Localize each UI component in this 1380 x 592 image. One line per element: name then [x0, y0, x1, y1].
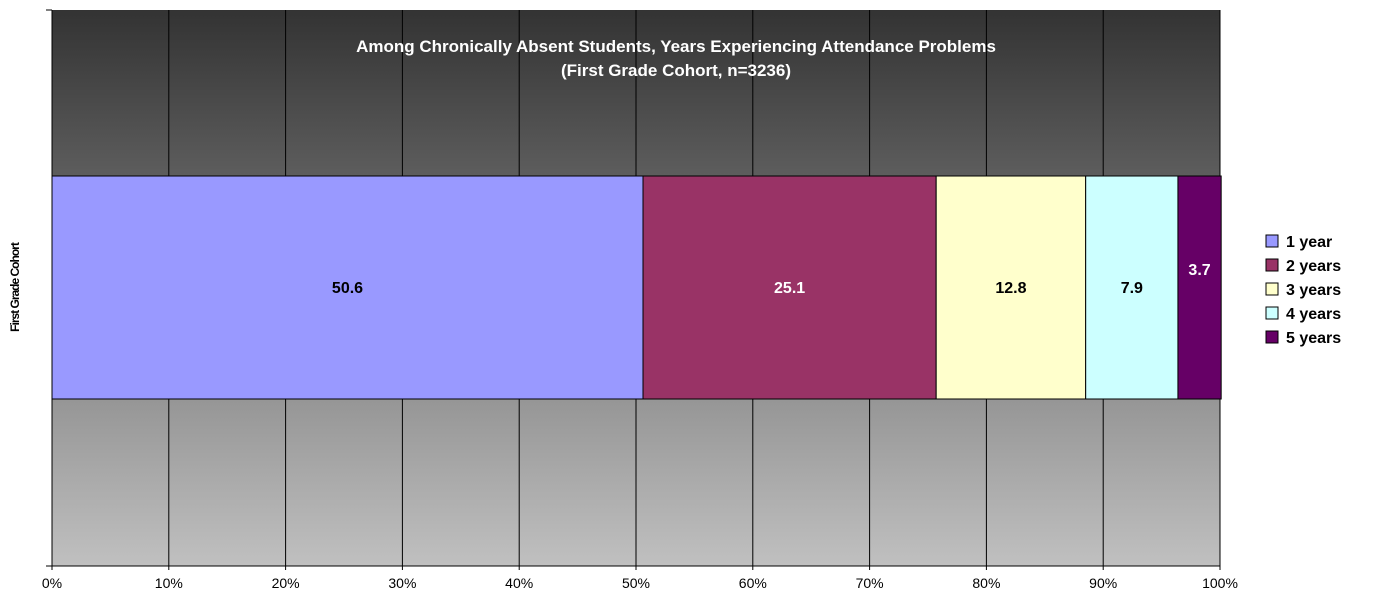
chart-title: Among Chronically Absent Students, Years…: [356, 37, 996, 56]
legend-swatch: [1265, 306, 1279, 320]
x-tick-label: 60%: [739, 575, 767, 591]
x-tick-label: 10%: [155, 575, 183, 591]
data-label: 25.1: [774, 280, 805, 297]
legend-label: 4 years: [1286, 306, 1341, 323]
legend-swatch: [1265, 282, 1279, 296]
x-tick-label: 0%: [42, 575, 62, 591]
data-label: 3.7: [1188, 262, 1210, 279]
x-tick-label: 80%: [972, 575, 1000, 591]
legend-label: 3 years: [1286, 282, 1341, 299]
data-label: 7.9: [1121, 280, 1143, 297]
bar-segment-5: [1177, 175, 1222, 400]
bar-segment-2: [642, 175, 937, 400]
x-tick-label: 40%: [505, 575, 533, 591]
x-tick-label: 70%: [856, 575, 884, 591]
x-tick-label: 100%: [1202, 575, 1238, 591]
bar-segment-1: [51, 175, 644, 400]
y-axis-label: First Grade Cohort: [8, 242, 22, 332]
bars: [51, 175, 1222, 400]
x-tick-label: 90%: [1089, 575, 1117, 591]
x-axis-ticks: 0% 10% 20% 30% 40% 50% 60% 70% 80% 90% 100%: [42, 566, 1238, 591]
x-tick-label: 20%: [272, 575, 300, 591]
legend-swatch: [1265, 234, 1279, 248]
legend-label: 2 years: [1286, 258, 1341, 275]
x-tick-label: 50%: [622, 575, 650, 591]
data-labels: 50.6 25.1 12.8 7.9 3.7: [332, 262, 1211, 297]
data-label: 12.8: [995, 280, 1026, 297]
legend-swatch: [1265, 330, 1279, 344]
bar-segment-4: [1085, 175, 1179, 400]
legend-label: 5 years: [1286, 330, 1341, 347]
bar-segment-3: [935, 175, 1087, 400]
legend: 1 year 2 years 3 years 4 years 5 years: [1265, 234, 1341, 347]
chart-subtitle: (First Grade Cohort, n=3236): [561, 61, 791, 80]
x-tick-label: 30%: [388, 575, 416, 591]
legend-swatch: [1265, 258, 1279, 272]
data-label: 50.6: [332, 280, 363, 297]
legend-label: 1 year: [1286, 234, 1332, 251]
